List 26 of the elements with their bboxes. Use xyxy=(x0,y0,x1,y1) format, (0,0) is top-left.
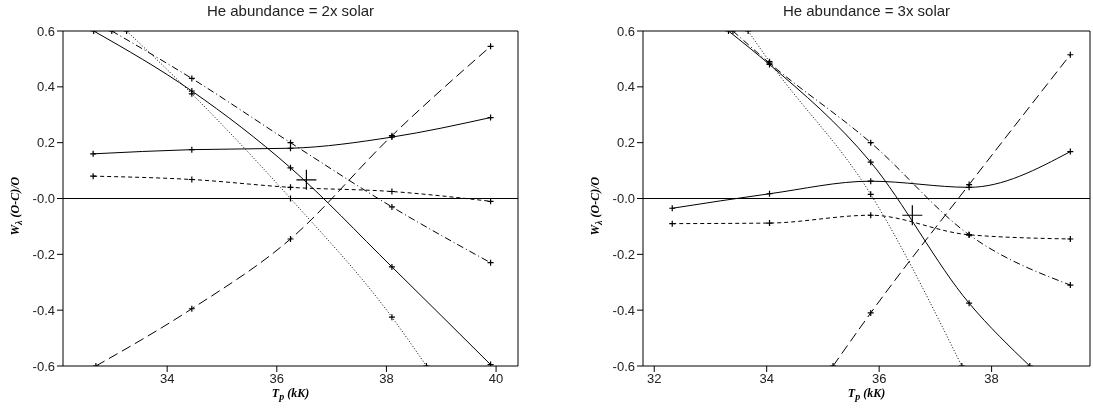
y-tick-label: 0.4 xyxy=(36,79,55,95)
y-tick-label: 0.4 xyxy=(616,79,635,95)
x-axis-title: T$_{p}$ (kK) xyxy=(270,386,311,403)
x-tick-label: 34 xyxy=(159,371,175,387)
chart-title: He abundance = 2x solar xyxy=(205,2,376,19)
y-tick-label: 0.6 xyxy=(36,23,55,39)
x-tick-label: 36 xyxy=(871,371,887,387)
y-tick-label: -0.2 xyxy=(612,246,635,262)
y-tick-label: -0.4 xyxy=(32,302,55,318)
y-tick-label: -0.0 xyxy=(32,191,55,207)
chart-title: He abundance = 3x solar xyxy=(781,2,952,19)
y-tick-label: -0.0 xyxy=(612,191,635,207)
y-tick-label: -0.6 xyxy=(32,358,55,374)
x-tick-label: 34 xyxy=(759,371,774,387)
y-tick-label: 0.2 xyxy=(36,135,55,151)
y-tick-label: -0.2 xyxy=(32,246,55,262)
y-tick-label: 0.6 xyxy=(616,23,635,39)
x-tick-label: 36 xyxy=(269,371,285,387)
y-tick-label: -0.6 xyxy=(612,358,635,374)
x-tick-label: 40 xyxy=(488,371,504,387)
y-tick-label: 0.2 xyxy=(616,135,635,151)
x-tick-label: 38 xyxy=(984,371,999,387)
x-tick-label: 38 xyxy=(379,371,394,387)
x-axis-title: T$_{p}$ (kK) xyxy=(846,386,887,403)
y-tick-label: -0.4 xyxy=(612,302,635,318)
x-tick-label: 32 xyxy=(647,371,662,387)
